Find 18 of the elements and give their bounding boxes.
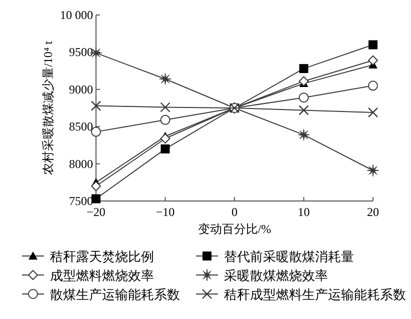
legend-label: 秸秆露天焚烧比例 (50, 249, 154, 264)
x-axis-title: 变动百分比/% (198, 222, 272, 236)
y-axis-title: 农村采暖散煤减少量/10⁴ t (41, 40, 55, 175)
legend-label: 成型燃料燃烧效率 (50, 268, 154, 283)
y-tick-label: 9500 (69, 45, 93, 60)
x-tick-label: 10 (298, 205, 310, 219)
x-tick-label: 20 (367, 205, 379, 219)
x-tick-label: −10 (156, 205, 175, 219)
y-tick-label: 10 000 (60, 8, 93, 22)
x-tick-label: −20 (86, 205, 106, 219)
legend-label: 秸秆成型燃料生产运输能耗系数 (224, 287, 406, 302)
y-tick-label: 8000 (69, 156, 93, 171)
legend-label: 采暖散煤燃烧效率 (224, 268, 328, 283)
legend-label: 散煤生产运输能耗系数 (50, 287, 180, 302)
y-tick-label: 9000 (69, 82, 93, 96)
legend-label: 替代前采暖散煤消耗量 (224, 249, 354, 264)
x-tick-label: 0 (232, 205, 238, 219)
y-tick-label: 8500 (69, 120, 93, 134)
